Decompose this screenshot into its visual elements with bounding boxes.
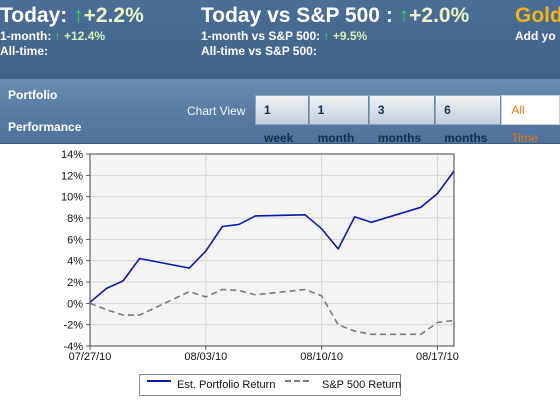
gold-sub-link[interactable]: Add yo [515, 29, 556, 43]
y-tick-label: 14% [61, 149, 83, 161]
up-arrow-icon: ↑ [398, 4, 410, 27]
legend-label-sp500: S&P 500 Return [322, 379, 402, 391]
up-arrow-icon: ↑ [323, 29, 330, 43]
performance-line-chart: 14% 12% 10% 8% 6% 4% 2% 0% -2% -4% 07/27/10 08/03/… [61, 149, 459, 363]
today-stat: Today: ↑+2.2% 1-month: ↑ +12.4% All-time… [0, 3, 144, 59]
range-1-month-button[interactable]: 1 month [308, 95, 369, 145]
gold-stat: Gold Add yo [515, 3, 560, 44]
y-tick-label: -2% [63, 320, 83, 332]
vs-sp500-label: Today vs S&P 500 : [201, 4, 393, 27]
vs-sp500-month-value: +9.5% [332, 29, 368, 43]
range-1-week-button[interactable]: 1 week [255, 95, 309, 145]
legend-swatch-sp500 [285, 380, 309, 382]
legend-label-portfolio: Est. Portfolio Return [177, 379, 276, 391]
today-alltime-label: All-time: [0, 44, 48, 58]
portfolio-performance-title: Performance [8, 120, 82, 134]
y-tick-label: -4% [63, 341, 83, 353]
y-tick-label: 10% [61, 192, 83, 204]
y-tick-label: 6% [67, 234, 83, 246]
up-arrow-icon: ↑ [73, 4, 84, 27]
range-3-months-button[interactable]: 3 months [368, 95, 436, 145]
vs-sp500-stat: Today vs S&P 500 : ↑+2.0% 1-month vs S&P… [201, 3, 469, 59]
x-tick-label: 08/03/10 [184, 351, 227, 363]
today-value: +2.2% [83, 4, 144, 27]
y-tick-label: 12% [61, 170, 83, 182]
today-label: Today: [0, 4, 68, 27]
chart-legend: Est. Portfolio Return S&P 500 Return [139, 374, 401, 396]
chart-nav-bar: Portfolio Performance Chart View 1 week … [0, 79, 560, 145]
x-tick-label: 08/17/10 [416, 351, 459, 363]
y-tick-label: 2% [67, 277, 83, 289]
plot-area [90, 154, 454, 346]
x-tick-label: 08/10/10 [300, 351, 343, 363]
y-tick-label: 8% [67, 213, 83, 225]
vs-sp500-value: +2.0% [409, 4, 470, 27]
up-arrow-icon: ↑ [54, 29, 61, 43]
portfolio-performance-title: Portfolio [8, 88, 58, 102]
portfolio-return-line [89, 170, 455, 303]
today-month-label: 1-month: [0, 29, 52, 43]
chart-view-label: Chart View [187, 104, 246, 118]
legend-swatch-portfolio [147, 380, 171, 382]
today-month-value: +12.4% [64, 29, 106, 43]
range-6-months-button[interactable]: 6 months [435, 95, 502, 145]
vs-sp500-alltime-label: All-time vs S&P 500: [201, 44, 317, 58]
plot-frame [89, 153, 455, 347]
range-all-time-button[interactable]: All Time [501, 95, 560, 145]
sp500-return-line [89, 288, 455, 336]
portfolio-summary-header: Today: ↑+2.2% 1-month: ↑ +12.4% All-time… [0, 0, 560, 79]
range-button-group: 1 week 1 month 3 months 6 months All Tim… [255, 95, 560, 145]
vs-sp500-month-label: 1-month vs S&P 500: [201, 29, 321, 43]
y-tick-label: 0% [67, 298, 83, 310]
gold-label: Gold [515, 4, 560, 27]
x-tick-label: 07/27/10 [69, 351, 112, 363]
y-tick-label: 4% [67, 256, 83, 268]
